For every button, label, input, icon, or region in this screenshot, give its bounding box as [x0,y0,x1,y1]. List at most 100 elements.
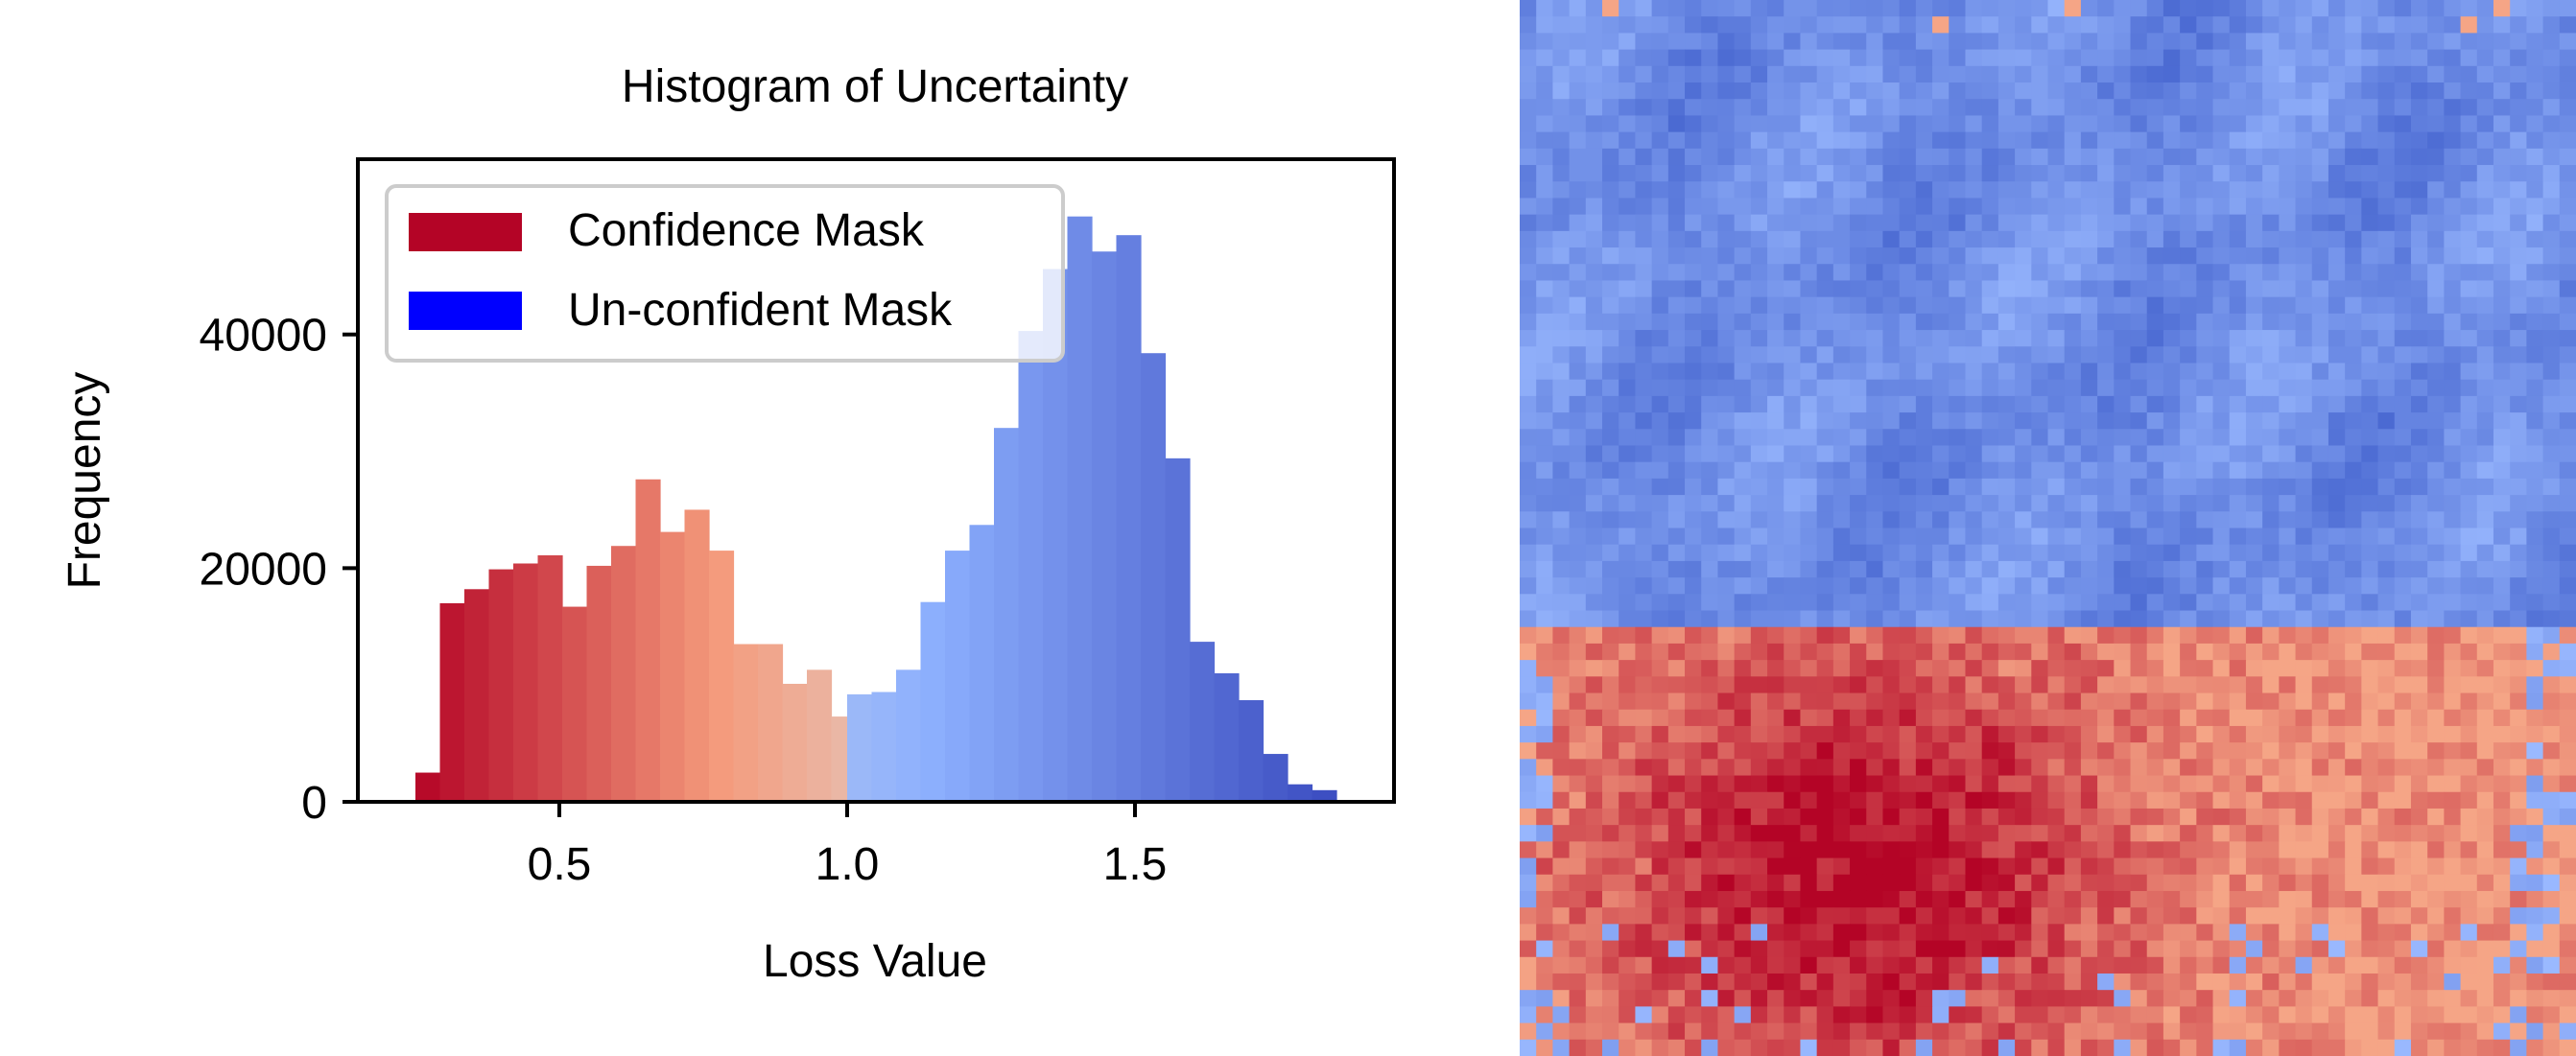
heatmap-cell [2493,412,2511,430]
heatmap-cell [2328,841,2346,859]
heatmap-cell [2146,956,2164,974]
heatmap-cell [2559,660,2576,677]
heatmap-cell [1701,0,1718,17]
heatmap-cell [2229,742,2247,760]
heatmap-cell [1734,660,1752,677]
heatmap-cell [1866,907,1883,925]
heatmap-cell [1750,577,1768,595]
heatmap-cell [1701,131,1718,150]
heatmap-cell [1832,115,1851,133]
heatmap-cell [2229,528,2247,546]
heatmap-cell [2064,445,2082,463]
heatmap-cell [1569,461,1587,480]
heatmap-cell [1602,791,1619,810]
heatmap-cell [1750,148,1768,166]
heatmap-cell [2031,230,2048,248]
heatmap-cell [1701,1039,1718,1056]
heatmap-cell [1717,49,1736,67]
heatmap-cell [1536,99,1553,116]
heatmap-cell [2311,709,2329,727]
heatmap-cell [2295,0,2313,17]
heatmap-cell [1932,16,1950,34]
heatmap-cell [1850,709,1867,727]
heatmap-cell [2146,907,2164,925]
heatmap-cell [2476,131,2494,150]
heatmap-cell [2279,346,2297,364]
heatmap-cell [1965,395,1983,413]
heatmap-cell [2229,956,2247,974]
heatmap-cell [2097,775,2115,793]
heatmap-cell [1965,65,1983,83]
heatmap-cell [2559,198,2576,216]
heatmap-cell [2080,1039,2098,1056]
heatmap-cell [2229,1039,2247,1056]
heatmap-cell [2361,808,2379,826]
heatmap-cell [2114,924,2132,942]
heatmap-cell [1734,808,1752,826]
heatmap-cell [2526,841,2544,859]
heatmap-cell [1585,1022,1603,1041]
heatmap-cell [2097,973,2115,991]
heatmap-cell [1965,230,1983,248]
heatmap-cell [1569,725,1587,743]
heatmap-cell [2162,16,2181,34]
heatmap-cell [2444,692,2462,711]
heatmap-cell [1734,940,1752,958]
heatmap-cell [1635,577,1653,595]
heatmap-cell [2510,181,2527,199]
heatmap-cell [2295,478,2313,496]
heatmap-cell [1602,857,1619,876]
heatmap-cell [2262,214,2280,232]
heatmap-cell [1520,956,1537,974]
heatmap-cell [1536,230,1553,248]
heatmap-cell [2542,940,2561,958]
heatmap-cell [1667,131,1686,150]
heatmap-cell [2212,115,2231,133]
heatmap-cell [2526,1006,2544,1024]
heatmap-cell [2542,692,2561,711]
heatmap-cell [2047,1006,2066,1024]
heatmap-cell [1997,956,2016,974]
heatmap-cell [2526,528,2544,546]
heatmap-cell [1569,692,1587,711]
heatmap-cell [1602,890,1619,908]
heatmap-cell [2559,412,2576,430]
heatmap-cell [2345,346,2362,364]
heatmap-cell [1552,49,1571,67]
heatmap-cell [2444,990,2462,1007]
heatmap-cell [2031,742,2048,760]
heatmap-cell [2361,1039,2379,1056]
heatmap-cell [2295,874,2313,892]
heatmap-cell [2279,429,2297,446]
heatmap-cell [1734,990,1752,1007]
heatmap-cell [1784,230,1801,248]
heatmap-cell [2262,676,2280,694]
heatmap-cell [2015,461,2032,480]
heatmap-cell [2080,742,2098,760]
heatmap-cell [1882,82,1901,100]
heatmap-cell [1832,528,1851,546]
heatmap-cell [1552,973,1571,991]
heatmap-cell [2542,495,2561,512]
heatmap-cell [2377,808,2396,826]
heatmap-cell [2080,165,2098,182]
heatmap-cell [2146,808,2164,826]
heatmap-cell [2410,214,2428,232]
heatmap-cell [1882,230,1901,248]
heatmap-cell [1734,82,1752,100]
heatmap-cell [1717,33,1736,51]
heatmap-cell [2361,82,2379,100]
heatmap-cell [2444,577,2462,595]
heatmap-cell [2311,115,2329,133]
heatmap-cell [2180,99,2197,116]
heatmap-cell [1750,560,1768,578]
heatmap-cell [2328,461,2346,480]
heatmap-cell [2279,610,2297,628]
heatmap-cell [2212,1022,2231,1041]
heatmap-cell [1816,660,1834,677]
heatmap-cell [1651,841,1669,859]
heatmap-cell [1915,296,1933,315]
heatmap-cell [2361,148,2379,166]
heatmap-cell [2015,1039,2032,1056]
heatmap-cell [1536,544,1553,562]
